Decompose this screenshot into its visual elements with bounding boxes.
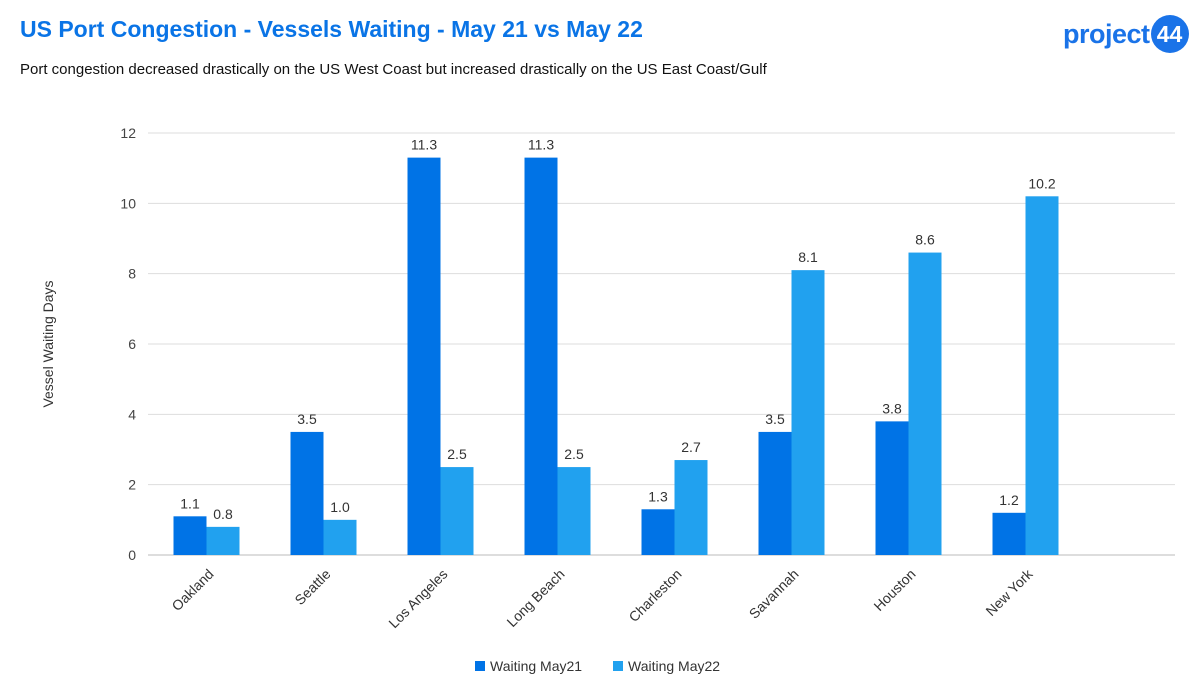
x-tick-label: Los Angeles [385, 566, 450, 631]
chart-title: US Port Congestion - Vessels Waiting - M… [20, 16, 643, 42]
data-label: 8.1 [798, 249, 818, 265]
data-label: 1.3 [648, 488, 668, 504]
legend-swatch [613, 661, 623, 671]
x-tick-label: Oakland [168, 566, 216, 614]
bar [674, 460, 708, 555]
bar [875, 421, 909, 555]
x-tick-label: Savannah [746, 566, 802, 622]
x-tick-label: New York [982, 565, 1036, 619]
data-label: 11.3 [411, 137, 437, 153]
data-label: 1.0 [330, 499, 350, 515]
data-label: 2.5 [564, 446, 584, 462]
bar [641, 509, 675, 555]
bar [1025, 196, 1059, 556]
data-label: 3.5 [297, 411, 317, 427]
project44-logo: project 44 [1063, 14, 1189, 54]
x-tick-label: Houston [870, 566, 918, 614]
x-tick-label: Long Beach [503, 566, 567, 630]
bar [173, 516, 207, 555]
y-tick-label: 2 [128, 477, 136, 493]
y-tick-label: 8 [128, 266, 136, 282]
data-label: 10.2 [1028, 175, 1055, 191]
bar [992, 512, 1026, 555]
data-label: 3.8 [882, 400, 902, 416]
legend-label: Waiting May22 [628, 658, 720, 674]
data-label: 2.7 [681, 439, 701, 455]
data-label: 2.5 [447, 446, 467, 462]
data-label: 3.5 [765, 411, 785, 427]
logo-text: project [1063, 18, 1150, 49]
data-label: 0.8 [213, 506, 233, 522]
bar [524, 157, 558, 555]
bar [290, 431, 324, 555]
y-tick-label: 0 [128, 547, 136, 563]
data-label: 1.2 [999, 492, 1019, 508]
data-label: 1.1 [180, 495, 200, 511]
y-tick-label: 6 [128, 336, 136, 352]
chart-subtitle: Port congestion decreased drastically on… [20, 61, 767, 78]
y-tick-label: 10 [120, 195, 136, 211]
bar [407, 157, 441, 555]
bar [791, 270, 825, 555]
bar [206, 526, 240, 555]
bar [440, 467, 474, 555]
bar [908, 252, 942, 556]
data-label: 8.6 [915, 232, 935, 248]
data-label: 11.3 [528, 137, 554, 153]
bar [758, 431, 792, 555]
x-tick-label: Seattle [291, 566, 333, 608]
legend-label: Waiting May21 [490, 658, 582, 674]
y-axis-title: Vessel Waiting Days [40, 280, 56, 407]
y-tick-label: 12 [120, 125, 136, 141]
x-tick-label: Charleston [625, 566, 684, 625]
bar [323, 519, 357, 555]
y-tick-label: 4 [128, 406, 136, 422]
legend-swatch [475, 661, 485, 671]
logo-badge: 44 [1150, 15, 1189, 53]
bar [557, 467, 591, 555]
